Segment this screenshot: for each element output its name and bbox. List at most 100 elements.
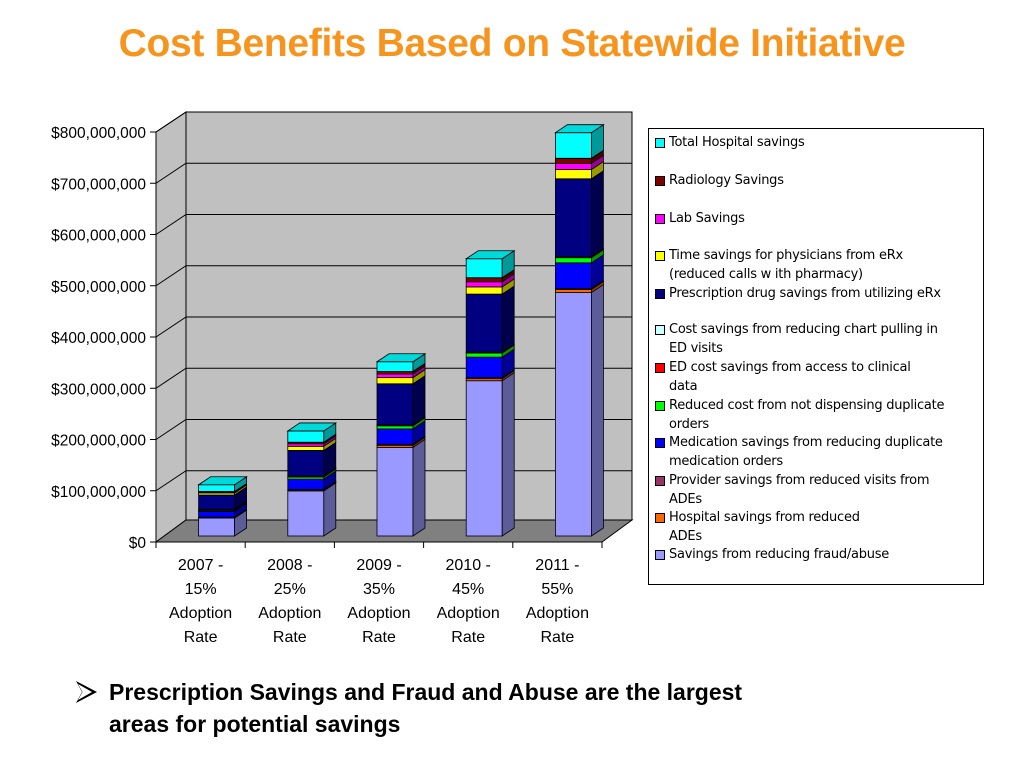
legend-swatch [655,251,665,261]
y-tick-label: $800,000,000 [51,125,146,142]
bar-segment-front [555,289,592,293]
bar-segment-front [465,356,503,379]
bar-segment [376,375,426,426]
bar-segment-front [555,257,592,264]
y-tick-label: $0 [129,535,147,552]
bar-segment-front [376,361,414,372]
bar-segment-front [198,494,236,510]
bar-segment-front [555,178,592,258]
bar-segment [286,422,338,443]
bar-segment-front [287,450,325,477]
gridline [155,111,632,133]
x-tick-label: 2008 -25% Adoption Rate [258,557,321,646]
gridline [155,162,632,184]
bar-segment-front [465,293,503,353]
bar-segment-front [287,430,325,443]
legend-label: Prescription drug savings from utilizing… [669,286,941,301]
bar-segment [464,249,516,279]
arrow-bullet-icon [76,681,97,703]
legend-swatch [655,325,665,335]
bar-segment-front [376,428,414,445]
legend-swatch [655,176,665,186]
bar-segment [198,486,248,511]
stacked-bar-chart: $0 $100,000,000 $200,000,000 $300,000,000 $4… [51,111,634,646]
legend-swatch [655,550,665,560]
bar-segment-front [465,380,503,537]
bar-segment [376,420,426,446]
legend-swatch [655,363,665,373]
bar-segment-side [591,170,604,258]
legend-label: Cost savings from reducing chart pulling… [669,322,938,356]
bar-segment-side [501,285,515,353]
legend-label: Total Hospital savings [669,135,805,150]
legend-label: Medication savings from reducing duplica… [669,435,943,469]
bar-segment-front [287,445,325,451]
legend-label: Reduced cost from not dispensing duplica… [669,398,945,432]
bar-segment [376,438,426,537]
x-tick-label: 2011 -55% Adoption Rate [526,557,589,646]
bar-segment-front [376,425,414,430]
bar-segment-front [376,377,414,385]
bar-segment [198,509,248,537]
bar-segment-side [501,371,515,537]
legend-label: Radiology Savings [669,173,784,188]
x-tick-label: 2009 -35% Adoption Rate [347,557,410,646]
legend-swatch [655,476,665,486]
bar-segment-front [465,281,503,288]
legend-swatch [655,214,665,224]
bar-segment-front [555,157,592,164]
bar-segment-front [198,484,236,492]
bar-segment-front [198,517,236,537]
bar-segment [465,348,515,379]
y-tick-label: $600,000,000 [51,228,146,245]
legend-swatch [655,513,665,523]
legend-label: Time savings for physicians from eRx (re… [669,248,903,282]
bullet-text: Prescription Savings and Fraud and Abuse… [109,679,743,737]
bar-segment-front [376,383,414,426]
bar-segment-front [465,286,503,295]
y-tick-label: $400,000,000 [51,330,146,347]
bar-segment-side [412,438,426,537]
y-axis: $0 $100,000,000 $200,000,000 $300,000,000 $4… [51,125,157,552]
gridline [155,214,632,235]
y-tick-label: $500,000,000 [51,279,146,296]
legend-swatch [655,438,665,448]
legend-swatch [655,401,665,411]
bar-segment [554,123,605,160]
legend-label: Hospital savings from reduced ADEs [669,510,860,544]
x-tick-label: 2010 -45% Adoption Rate [437,557,500,646]
bar-segment [555,283,604,537]
x-axis: 2007 -15% Adoption Rate 2008 -25% Adoption Ra… [155,541,603,646]
bar-segment [375,353,427,373]
bar-segment-front [555,262,592,289]
bars [197,123,605,537]
bar-segment-front [287,478,325,490]
legend-label: Lab Savings [669,211,745,226]
legend-label: ED cost savings from access to clinical … [669,360,911,394]
bar-segment [465,285,515,353]
x-tick-label: 2007 -15% Adoption Rate [169,557,232,646]
bar-segment-front [465,277,503,283]
y-tick-label: $200,000,000 [51,433,146,450]
y-tick-label: $300,000,000 [51,381,146,398]
bar-segment-front [198,510,236,518]
bar-segment [555,170,604,258]
bar-segment-front [555,292,592,537]
bar-segment [287,482,337,537]
page-title: Cost Benefits Based on Statewide Initiat… [118,22,906,65]
bar-top [375,353,427,363]
bar-segment [376,436,426,449]
legend-label: Provider savings from reduced visits fro… [669,473,930,507]
bar-top [464,250,516,260]
bar-segment-front [465,352,503,358]
bar-segment-side [591,283,604,537]
bar-top [197,476,248,486]
legend-swatch [655,289,665,299]
bar-top [286,422,338,432]
bar-segment-side [412,375,426,426]
bar-segment-front [376,446,414,537]
bar-segment-front [376,373,414,379]
bar-segment [465,371,515,537]
bar-segment-front [555,169,592,180]
bar-segment-side [323,482,337,537]
